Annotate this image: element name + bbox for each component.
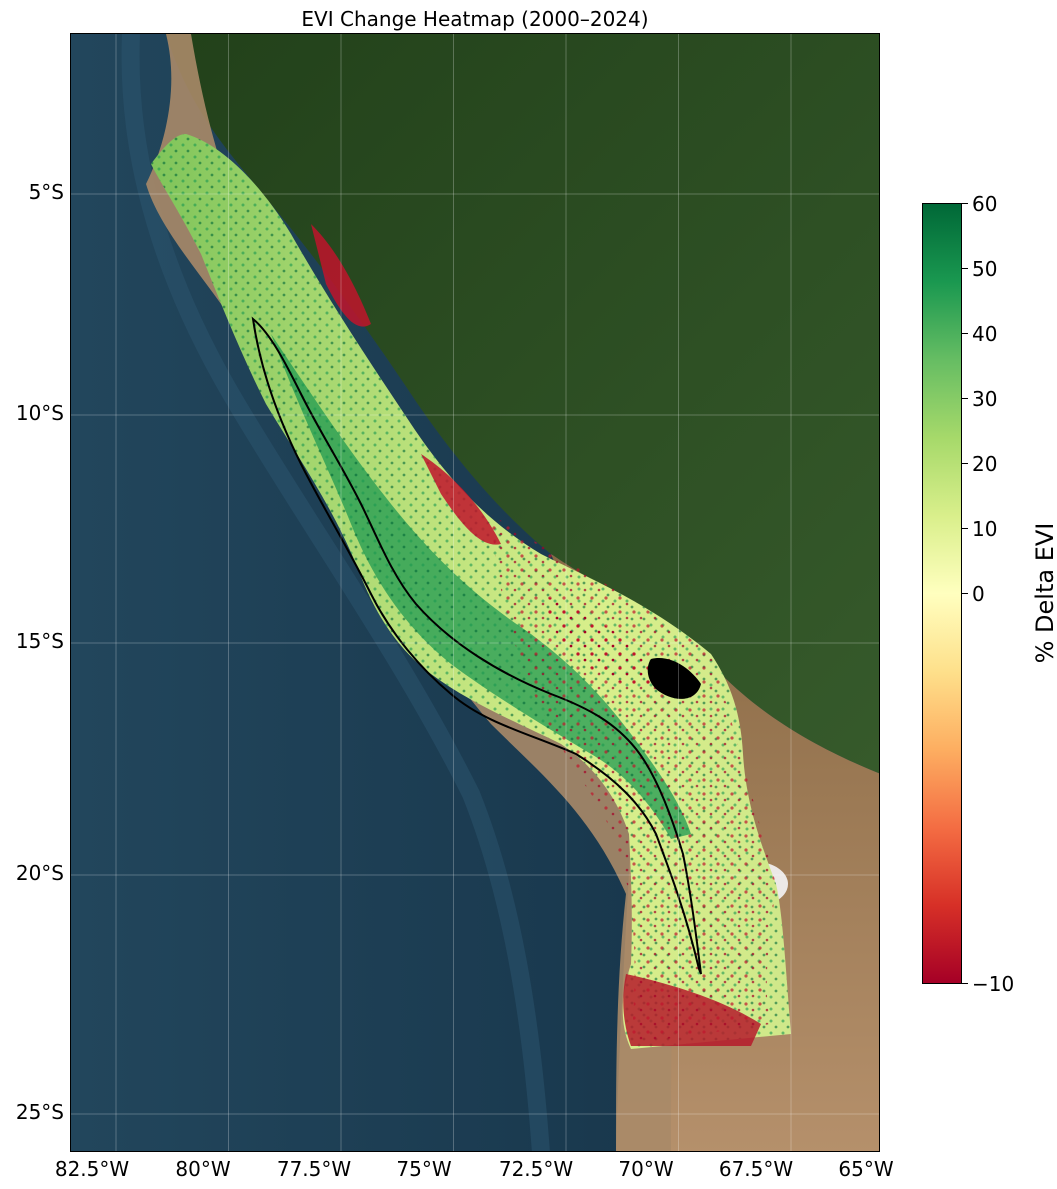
y-tick-10s: 10°S — [15, 401, 64, 425]
cb-tick-30: 30 — [972, 387, 998, 411]
y-tick-20s: 20°S — [15, 861, 64, 885]
colorbar — [922, 203, 962, 984]
x-tick-70w: 70°W — [618, 1157, 674, 1181]
y-tick-5s: 5°S — [28, 180, 64, 204]
evi-red-patch-central — [421, 454, 501, 545]
gridlines — [71, 34, 879, 1151]
cb-tick-0: 0 — [972, 582, 985, 606]
cb-tickmark — [962, 203, 968, 204]
x-tick-72-5w: 72.5°W — [498, 1157, 574, 1181]
cb-tick-20: 20 — [972, 452, 998, 476]
y-tick-15s: 15°S — [15, 629, 64, 653]
cb-tick-10: 10 — [972, 517, 998, 541]
evi-red-speckle — [491, 514, 776, 1044]
y-tick-25s: 25°S — [15, 1100, 64, 1124]
study-region-outline — [251, 316, 702, 975]
x-tick-65w: 65°W — [838, 1157, 894, 1181]
cb-tickmark — [962, 528, 968, 529]
amazon-forest — [166, 34, 879, 774]
map-panel[interactable] — [70, 33, 880, 1152]
lake-titicaca — [647, 658, 701, 699]
x-tick-82-5w: 82.5°W — [54, 1157, 130, 1181]
shelf-edge — [121, 34, 550, 1151]
cb-tick-50: 50 — [972, 257, 998, 281]
cb-tickmark — [962, 593, 968, 594]
cb-tick-40: 40 — [972, 322, 998, 346]
x-tick-77-5w: 77.5°W — [276, 1157, 352, 1181]
map-title: EVI Change Heatmap (2000–2024) — [301, 7, 649, 31]
cb-tick-60: 60 — [972, 192, 998, 216]
evi-red-patch-north — [311, 224, 371, 327]
x-tick-75w: 75°W — [396, 1157, 452, 1181]
cb-tickmark — [962, 983, 968, 984]
cb-tickmark — [962, 398, 968, 399]
map-canvas[interactable] — [71, 34, 880, 1152]
cb-tickmark — [962, 268, 968, 269]
x-tick-80w: 80°W — [175, 1157, 231, 1181]
colorbar-label: % Delta EVI — [1031, 522, 1057, 664]
x-tick-67-5w: 67.5°W — [718, 1157, 794, 1181]
cb-tickmark — [962, 463, 968, 464]
cb-tick-neg10: −10 — [972, 972, 1015, 996]
cb-tickmark — [962, 333, 968, 334]
